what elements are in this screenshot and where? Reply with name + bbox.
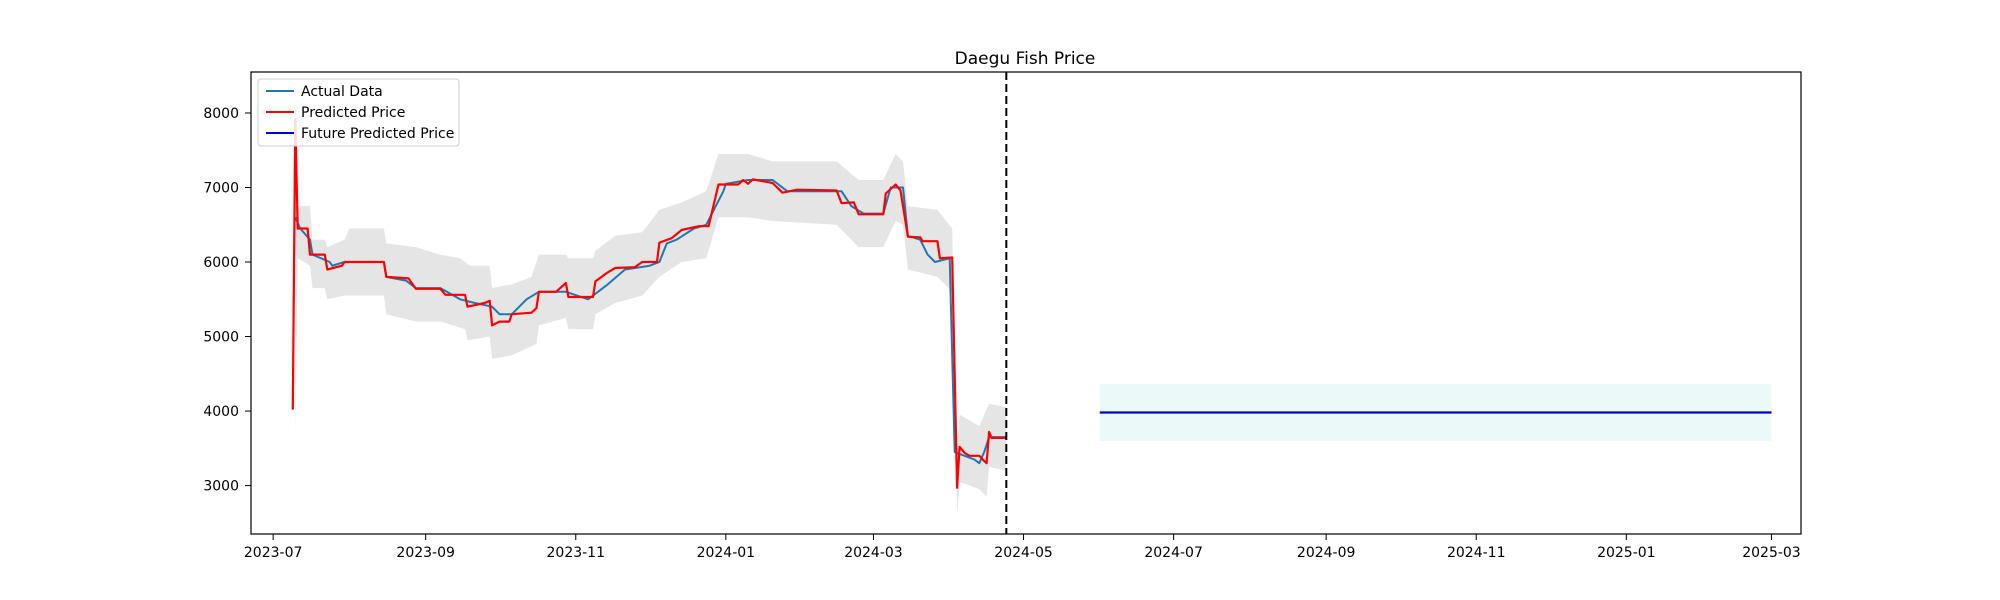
y-tick-label: 7000 [203,181,239,197]
x-tick-label: 2025-01 [1597,545,1656,561]
band-predicted-price [295,154,1007,516]
x-axis: 2023-07 2023-09 2023-11 2024-01 2024-03 2024-… [244,534,1801,561]
y-axis: 3000 4000 5000 6000 7000 8000 [203,106,251,495]
x-tick-label: 2024-03 [844,545,903,561]
y-tick-label: 3000 [203,479,239,495]
chart-title: Daegu Fish Price [955,49,1096,69]
x-tick-label: 2024-11 [1447,545,1506,561]
legend: Actual Data Predicted Price Future Predict… [257,78,460,147]
plot-frame [250,71,1802,535]
x-tick-label: 2025-03 [1742,545,1801,561]
x-tick-label: 2023-07 [244,545,303,561]
x-tick-label: 2023-09 [396,545,455,561]
y-tick-label: 4000 [203,404,239,420]
legend-label-predicted-price: Predicted Price [301,105,405,121]
series-line-predicted-price [291,117,1007,489]
series-lines [291,117,1772,489]
legend-label-actual-data: Actual Data [301,84,383,100]
x-tick-label: 2024-05 [994,545,1053,561]
x-tick-label: 2023-11 [547,545,606,561]
legend-box [257,78,460,147]
legend-label-future-predicted-price: Future Predicted Price [301,126,454,142]
confidence-bands [295,154,1772,516]
y-tick-label: 8000 [203,106,239,122]
x-tick-label: 2024-09 [1297,545,1356,561]
y-tick-label: 5000 [203,330,239,346]
x-tick-label: 2024-01 [697,545,756,561]
x-tick-label: 2024-07 [1144,545,1203,561]
y-tick-label: 6000 [203,255,239,271]
